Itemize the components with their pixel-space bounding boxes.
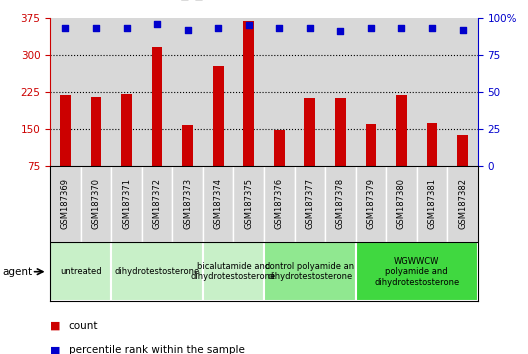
- Bar: [325, 18, 356, 166]
- Text: GSM187382: GSM187382: [458, 178, 467, 229]
- Text: ■: ■: [50, 346, 61, 354]
- Bar: [50, 166, 81, 242]
- Point: [244, 22, 253, 28]
- Text: bicalutamide and
dihydrotestosterone: bicalutamide and dihydrotestosterone: [191, 262, 276, 281]
- Bar: [182, 125, 193, 166]
- Bar: [203, 166, 233, 242]
- Point: [214, 25, 222, 31]
- Bar: [203, 18, 233, 166]
- Bar: [142, 18, 172, 166]
- Text: GSM187373: GSM187373: [183, 178, 192, 229]
- Text: GSM187377: GSM187377: [305, 178, 314, 229]
- Bar: [356, 166, 386, 242]
- Text: WGWWCW
polyamide and
dihydrotestosterone: WGWWCW polyamide and dihydrotestosterone: [374, 257, 459, 287]
- Bar: [447, 18, 478, 166]
- Bar: [203, 242, 264, 301]
- Text: GSM187371: GSM187371: [122, 178, 131, 229]
- Text: GSM187374: GSM187374: [214, 178, 223, 229]
- Bar: [386, 18, 417, 166]
- Bar: [417, 18, 447, 166]
- Bar: [172, 18, 203, 166]
- Bar: [81, 166, 111, 242]
- Bar: [295, 166, 325, 242]
- Bar: [91, 97, 101, 166]
- Text: untreated: untreated: [60, 267, 101, 276]
- Bar: [396, 95, 407, 166]
- Text: GSM187380: GSM187380: [397, 178, 406, 229]
- Bar: [243, 21, 254, 166]
- Text: GSM187381: GSM187381: [428, 178, 437, 229]
- Text: GSM187370: GSM187370: [91, 178, 100, 229]
- Bar: [60, 95, 71, 166]
- Bar: [356, 18, 386, 166]
- Bar: [50, 242, 111, 301]
- Bar: [50, 18, 81, 166]
- Point: [397, 25, 406, 31]
- Point: [458, 27, 467, 33]
- Point: [306, 25, 314, 31]
- Bar: [172, 166, 203, 242]
- Point: [275, 25, 284, 31]
- Bar: [356, 242, 478, 301]
- Bar: [264, 242, 356, 301]
- Text: control polyamide an
dihydrotestosterone: control polyamide an dihydrotestosterone: [265, 262, 354, 281]
- Bar: [152, 47, 163, 166]
- Text: dihydrotestosterone: dihydrotestosterone: [115, 267, 200, 276]
- Text: GSM187372: GSM187372: [153, 178, 162, 229]
- Text: percentile rank within the sample: percentile rank within the sample: [69, 346, 244, 354]
- Bar: [121, 93, 132, 166]
- Bar: [213, 66, 223, 166]
- Bar: [447, 166, 478, 242]
- Bar: [111, 18, 142, 166]
- Bar: [417, 166, 447, 242]
- Bar: [386, 166, 417, 242]
- Bar: [365, 124, 376, 166]
- Bar: [274, 130, 285, 166]
- Point: [122, 25, 131, 31]
- Point: [92, 25, 100, 31]
- Bar: [264, 18, 295, 166]
- Bar: [111, 242, 203, 301]
- Text: GSM187375: GSM187375: [244, 178, 253, 229]
- Text: GSM187376: GSM187376: [275, 178, 284, 229]
- Text: GSM187379: GSM187379: [366, 178, 375, 229]
- Bar: [233, 166, 264, 242]
- Text: GSM187369: GSM187369: [61, 178, 70, 229]
- Bar: [325, 166, 356, 242]
- Point: [183, 27, 192, 33]
- Text: GSM187378: GSM187378: [336, 178, 345, 229]
- Bar: [233, 18, 264, 166]
- Bar: [264, 166, 295, 242]
- Point: [336, 28, 345, 34]
- Point: [61, 25, 70, 31]
- Point: [366, 25, 375, 31]
- Bar: [295, 18, 325, 166]
- Text: count: count: [69, 321, 98, 331]
- Bar: [111, 166, 142, 242]
- Bar: [142, 166, 172, 242]
- Point: [153, 21, 162, 27]
- Bar: [457, 135, 468, 166]
- Bar: [335, 98, 346, 166]
- Text: agent: agent: [3, 267, 33, 277]
- Bar: [81, 18, 111, 166]
- Point: [428, 25, 436, 31]
- Bar: [305, 98, 315, 166]
- Text: ■: ■: [50, 321, 61, 331]
- Bar: [427, 123, 437, 166]
